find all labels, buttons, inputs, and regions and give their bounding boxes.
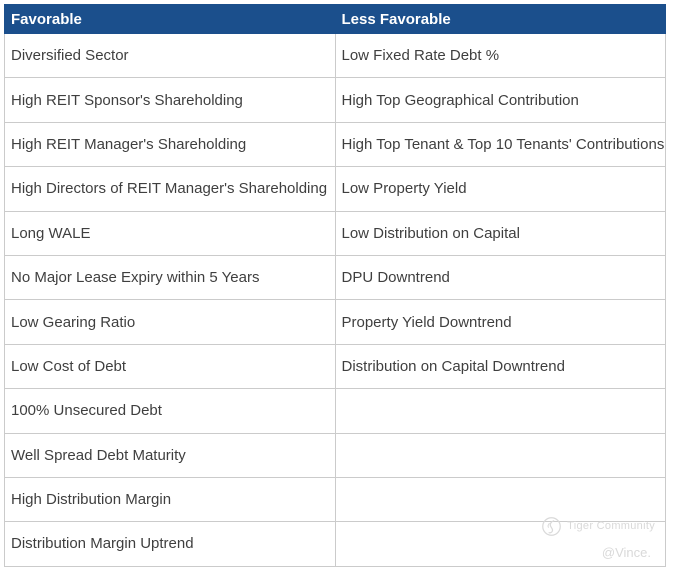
less-favorable-cell <box>334 432 666 478</box>
less-favorable-cell: High Top Geographical Contribution <box>334 77 666 123</box>
table-row: 100% Unsecured Debt <box>4 388 666 434</box>
less-favorable-cell: Distribution on Capital Downtrend <box>334 343 666 390</box>
less-favorable-cell <box>334 476 666 523</box>
table-row: High REIT Sponsor's Shareholding High To… <box>4 77 666 123</box>
less-favorable-cell <box>334 521 666 567</box>
less-favorable-cell: Low Distribution on Capital <box>334 210 666 256</box>
table-row: Low Gearing Ratio Property Yield Downtre… <box>4 299 666 345</box>
favorable-cell: Long WALE <box>4 210 336 256</box>
table-row: High Distribution Margin <box>4 476 666 523</box>
reit-favorability-table: Favorable Less Favorable Diversified Sec… <box>4 4 666 567</box>
table-row: High REIT Manager's Shareholding High To… <box>4 121 666 168</box>
favorable-cell: High Directors of REIT Manager's Shareho… <box>4 166 336 212</box>
column-header-favorable: Favorable <box>4 4 336 34</box>
table-row: No Major Lease Expiry within 5 Years DPU… <box>4 254 666 301</box>
favorable-cell: Distribution Margin Uptrend <box>4 521 336 567</box>
less-favorable-cell: DPU Downtrend <box>334 254 666 301</box>
table-row: High Directors of REIT Manager's Shareho… <box>4 166 666 212</box>
header-row: Favorable Less Favorable <box>4 4 666 34</box>
favorable-cell: High Distribution Margin <box>4 476 336 523</box>
favorable-cell: High REIT Sponsor's Shareholding <box>4 77 336 123</box>
favorable-cell: 100% Unsecured Debt <box>4 388 336 434</box>
favorable-cell: Well Spread Debt Maturity <box>4 432 336 478</box>
table-row: Low Cost of Debt Distribution on Capital… <box>4 343 666 390</box>
less-favorable-cell: Low Fixed Rate Debt % <box>334 32 666 79</box>
favorable-cell: Low Cost of Debt <box>4 343 336 390</box>
less-favorable-cell <box>334 388 666 434</box>
favorable-cell: High REIT Manager's Shareholding <box>4 121 336 168</box>
less-favorable-cell: Low Property Yield <box>334 166 666 212</box>
favorable-cell: Diversified Sector <box>4 32 336 79</box>
less-favorable-cell: Property Yield Downtrend <box>334 299 666 345</box>
favorable-cell: Low Gearing Ratio <box>4 299 336 345</box>
column-header-less-favorable: Less Favorable <box>334 4 666 34</box>
reit-favorability-table-container: Favorable Less Favorable Diversified Sec… <box>4 4 666 567</box>
table-row: Well Spread Debt Maturity <box>4 432 666 478</box>
table-row: Distribution Margin Uptrend <box>4 521 666 567</box>
favorable-cell: No Major Lease Expiry within 5 Years <box>4 254 336 301</box>
table-body: Diversified Sector Low Fixed Rate Debt %… <box>4 32 666 567</box>
table-header: Favorable Less Favorable <box>4 4 666 34</box>
less-favorable-cell: High Top Tenant & Top 10 Tenants' Contri… <box>334 121 666 168</box>
table-row: Diversified Sector Low Fixed Rate Debt % <box>4 32 666 79</box>
table-row: Long WALE Low Distribution on Capital <box>4 210 666 256</box>
